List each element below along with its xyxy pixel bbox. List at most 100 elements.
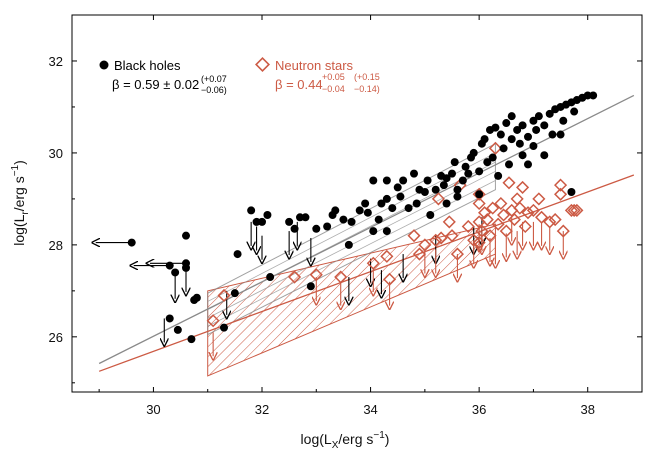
- bh-point: [491, 123, 500, 132]
- y-tick-label: 30: [49, 146, 63, 161]
- legend-neutron-stars: Neutron stars β = 0.44 +0.05 −0.04 (+0.1…: [255, 57, 380, 94]
- bh-point: [393, 183, 402, 192]
- ns-point: [564, 203, 578, 217]
- legend-ns-err-up: (+0.15: [354, 72, 380, 82]
- bh-point: [399, 176, 408, 185]
- bh-point: [306, 282, 315, 291]
- legend-ns-err-dn: −0.14): [354, 84, 380, 94]
- bh-point: [518, 151, 527, 160]
- ns-point: [472, 196, 486, 211]
- bh-point: [442, 174, 451, 183]
- ns-point: [434, 231, 448, 245]
- bh-point: [515, 139, 524, 148]
- bh-point: [496, 130, 505, 139]
- bh-point: [494, 171, 503, 180]
- ns-point: [217, 288, 231, 303]
- bh-point: [258, 217, 266, 226]
- bh-point: [187, 335, 196, 344]
- ns-point: [450, 247, 464, 261]
- legend-bh-label: Black holes: [114, 58, 181, 73]
- bh-point: [513, 125, 522, 134]
- bh-point: [532, 125, 541, 134]
- bh-point: [507, 112, 516, 121]
- ns-point: [309, 268, 323, 282]
- y-tick-label: 26: [49, 330, 63, 345]
- bh-point: [480, 135, 489, 144]
- legend-bh-err-up: (+0.07: [201, 74, 227, 84]
- y-axis-title: log(Lr/erg s−1): [10, 160, 31, 246]
- ns-point: [480, 213, 494, 227]
- bh-point: [524, 132, 532, 141]
- bh-point: [540, 151, 549, 160]
- bh-point: [589, 91, 598, 100]
- ns-point: [497, 208, 511, 222]
- ns-point: [548, 213, 562, 227]
- legend-bh-err-dn: −0.06): [201, 85, 227, 95]
- bh-point: [404, 204, 413, 213]
- legend-ns-beta-dn: −0.04: [322, 84, 345, 94]
- bh-point: [475, 167, 484, 176]
- bh-point: [182, 231, 190, 240]
- bh-point: [426, 210, 435, 219]
- legend-ns-beta: β = 0.44: [275, 77, 323, 92]
- y-tick-label: 28: [49, 238, 63, 253]
- ns-point: [567, 203, 581, 217]
- bh-point: [507, 135, 516, 144]
- ns-point: [513, 201, 527, 215]
- ns-point: [483, 229, 497, 243]
- bh-point: [448, 169, 456, 178]
- neutron-star-points: [206, 141, 584, 328]
- bh-point: [369, 227, 378, 236]
- bh-point: [499, 144, 508, 153]
- bh-point: [505, 160, 513, 169]
- bh-point: [363, 208, 372, 217]
- ns-point: [499, 224, 513, 238]
- bh-limit-point: [127, 238, 136, 247]
- bh-point: [369, 176, 378, 185]
- ns-point: [556, 224, 570, 238]
- bh-point: [545, 109, 554, 118]
- x-tick-label: 38: [580, 402, 594, 417]
- bh-point: [518, 121, 527, 130]
- bh-point: [529, 116, 538, 125]
- bh-point: [301, 213, 310, 222]
- bh-point: [453, 185, 462, 194]
- bh-point: [339, 215, 348, 224]
- bh-point: [233, 250, 242, 259]
- bh-point: [548, 130, 557, 139]
- bh-point: [442, 199, 451, 208]
- plot-frame: [71, 14, 643, 393]
- bh-point: [344, 240, 353, 249]
- ns-point: [543, 215, 557, 229]
- ns-point: [486, 201, 500, 215]
- x-tick-label: 36: [472, 402, 486, 417]
- bh-point: [524, 160, 532, 169]
- x-tick-label: 32: [255, 402, 269, 417]
- bh-point: [355, 206, 364, 215]
- legend-bh-marker: [99, 60, 109, 70]
- bh-point: [529, 142, 538, 151]
- bh-point: [469, 148, 478, 157]
- bh-point: [475, 190, 484, 199]
- bh-point: [458, 176, 467, 185]
- ns-point: [206, 314, 220, 328]
- bh-point: [323, 222, 332, 231]
- bh-point: [263, 210, 272, 219]
- bh-point: [559, 116, 568, 125]
- legend-ns-label: Neutron stars: [275, 58, 354, 73]
- ns-point: [507, 213, 521, 227]
- bh-point: [420, 188, 429, 197]
- ns-point: [445, 229, 459, 243]
- bh-point: [290, 224, 299, 233]
- x-tick-label: 34: [363, 402, 377, 417]
- bh-point: [377, 199, 386, 208]
- bh-point: [382, 176, 391, 185]
- ns-point: [429, 233, 443, 247]
- ns-point: [516, 180, 530, 194]
- ns-point: [383, 272, 397, 286]
- ns-point: [535, 210, 549, 224]
- bh-point: [192, 293, 201, 302]
- bh-point: [171, 268, 180, 277]
- x-tick-label: 30: [146, 402, 160, 417]
- bh-point: [439, 181, 448, 190]
